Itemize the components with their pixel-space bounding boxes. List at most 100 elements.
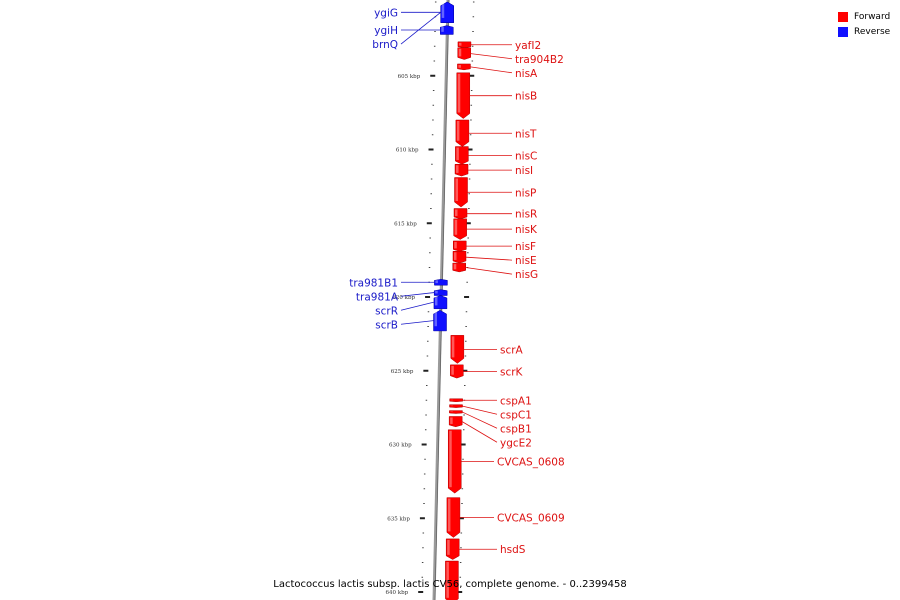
gene-highlight	[457, 73, 461, 113]
minor-tick-left	[430, 208, 432, 209]
major-tick	[430, 74, 436, 77]
minor-tick-right	[467, 252, 469, 254]
major-tick-right	[457, 591, 463, 593]
label-leader	[400, 292, 435, 297]
gene-tra981b1	[434, 279, 448, 286]
minor-tick-left	[424, 429, 427, 431]
minor-tick-left	[427, 326, 429, 327]
tick-label: 625 kbp	[391, 369, 414, 375]
minor-tick-right	[468, 208, 470, 209]
gene-label-ygih: ygiH	[374, 25, 398, 37]
gene-ygce2	[448, 416, 463, 428]
gene-highlight	[456, 165, 459, 173]
gene-highlight	[441, 3, 445, 18]
gene-highlight	[435, 280, 438, 284]
minor-tick-left	[430, 178, 433, 180]
major-tick-right	[458, 517, 464, 520]
minor-tick-right	[459, 576, 462, 578]
gene-nisc	[455, 146, 469, 165]
minor-tick-left	[422, 547, 424, 549]
gene-ygih	[440, 25, 454, 35]
major-tick-right	[469, 74, 475, 77]
gene-label-cvcas-0609: CVCAS_0609	[497, 513, 565, 525]
minor-tick-right	[470, 104, 473, 106]
major-tick	[418, 591, 424, 593]
gene-highlight	[449, 430, 452, 488]
tick-label: 640 kbp	[386, 590, 409, 596]
gene-label-hsds: hsdS	[500, 544, 526, 556]
gene-label-cspc1: cspC1	[500, 409, 532, 421]
gene-features	[433, 1, 472, 600]
minor-tick-right	[471, 60, 474, 62]
legend-item-reverse: Reverse	[838, 24, 890, 39]
major-tick-right	[464, 296, 470, 298]
minor-tick-right	[470, 90, 473, 91]
gene-label-nisr: nisR	[515, 209, 537, 221]
gene-label-nisk: nisK	[515, 224, 538, 236]
minor-tick-right	[472, 16, 475, 18]
minor-tick-right	[467, 237, 469, 239]
gene-cspc1	[449, 404, 463, 408]
gene-label-scrk: scrK	[500, 366, 524, 378]
gene-cspa1	[449, 398, 463, 402]
minor-tick-left	[429, 237, 431, 239]
minor-tick-left	[423, 503, 425, 504]
gene-label-tra904b2: tra904B2	[515, 54, 564, 66]
label-leader	[465, 256, 513, 261]
minor-tick-left	[425, 399, 428, 401]
minor-tick-right	[460, 532, 463, 534]
label-leader	[462, 405, 498, 415]
gene-scrb	[433, 309, 447, 332]
label-leader	[470, 66, 513, 74]
gene-label-nisc: nisC	[515, 150, 537, 162]
minor-tick-right	[464, 355, 467, 357]
gene-highlight	[434, 311, 438, 327]
minor-tick-left	[432, 119, 434, 121]
minor-tick-right	[466, 281, 468, 283]
legend-label-forward: Forward	[854, 11, 891, 22]
minor-tick-right	[468, 193, 470, 195]
major-tick-right	[467, 148, 473, 151]
gene-tra904b2	[457, 47, 471, 60]
gene-brnq	[440, 1, 454, 23]
gene-highlight	[435, 290, 438, 294]
minor-tick-left	[427, 311, 430, 313]
label-leader	[400, 301, 435, 311]
minor-tick-left	[428, 267, 431, 268]
minor-tick-right	[470, 119, 472, 121]
gene-highlight	[453, 264, 457, 270]
minor-tick-left	[432, 104, 435, 106]
gene-label-brnq: brnQ	[372, 39, 398, 51]
minor-tick-left	[426, 385, 428, 386]
label-leader	[462, 411, 498, 429]
tick-label: 610 kbp	[396, 148, 419, 154]
minor-tick-right	[465, 326, 467, 327]
gene-hsds	[445, 538, 460, 560]
gene-label-scrr: scrR	[375, 305, 398, 317]
gene-label-nise: nisE	[515, 255, 537, 267]
tick-label: 605 kbp	[398, 74, 421, 80]
minor-tick-left	[434, 1, 437, 3]
gene-label-ygce2: ygcE2	[500, 437, 532, 449]
legend-item-forward: Forward	[838, 9, 890, 24]
gene-cspb1	[449, 410, 463, 414]
gene-nisg	[452, 262, 467, 273]
minor-tick-left	[424, 458, 426, 460]
gene-label-scrb: scrB	[375, 319, 398, 331]
minor-tick-left	[423, 488, 426, 490]
gene-cvcas-0608	[447, 429, 462, 494]
label-leader	[465, 267, 513, 275]
gene-label-tra981a: tra981A	[356, 291, 399, 303]
major-tick	[419, 517, 425, 520]
gene-scrr	[433, 295, 448, 310]
gene-scra	[450, 335, 465, 364]
minor-tick-right	[472, 31, 474, 32]
gene-highlight	[451, 336, 455, 358]
gene-highlight	[447, 539, 450, 555]
gene-highlight	[434, 296, 438, 306]
minor-tick-right	[472, 1, 475, 3]
minor-tick-left	[433, 45, 436, 47]
major-tick	[425, 296, 431, 298]
minor-tick-right	[463, 414, 465, 416]
label-leader	[400, 320, 434, 325]
